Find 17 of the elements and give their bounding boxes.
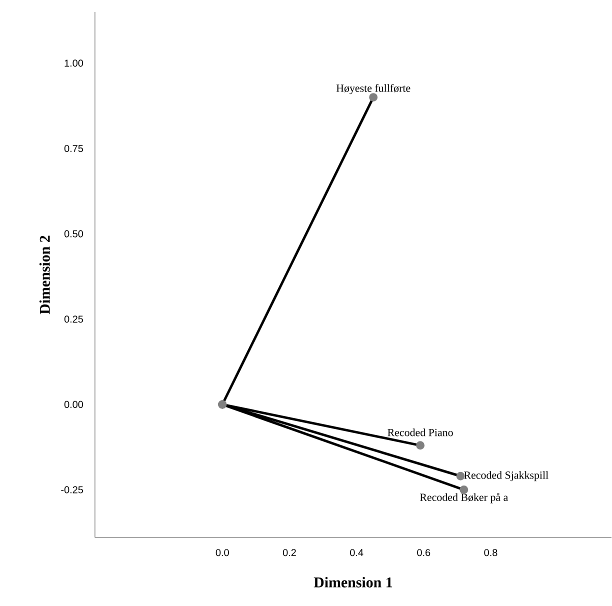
series-label: Recoded Sjakkspill [464,471,548,482]
series-label: Høyeste fullførte [336,84,410,94]
x-tick-label: 0.6 [417,549,430,556]
x-tick-label: 0.2 [282,549,296,556]
y-tick-label: 1.00 [64,60,84,67]
y-tick-label: 0.50 [64,230,84,238]
series-label: Recoded Bøker på a [420,493,508,504]
y-tick-label: -0.25 [61,486,83,494]
x-tick-label: 0.0 [216,549,229,556]
y-tick-label: 0.00 [64,401,84,408]
series-label: Recoded Piano [388,428,453,436]
y-tick-label: 0.75 [64,145,83,152]
y-axis-title: Dimension 2 [39,236,50,314]
x-tick-label: 0.4 [350,549,364,556]
y-tick-label: 0.25 [64,316,83,323]
x-tick-label: 0.8 [484,549,498,556]
x-axis-title: Dimension 1 [314,577,392,588]
